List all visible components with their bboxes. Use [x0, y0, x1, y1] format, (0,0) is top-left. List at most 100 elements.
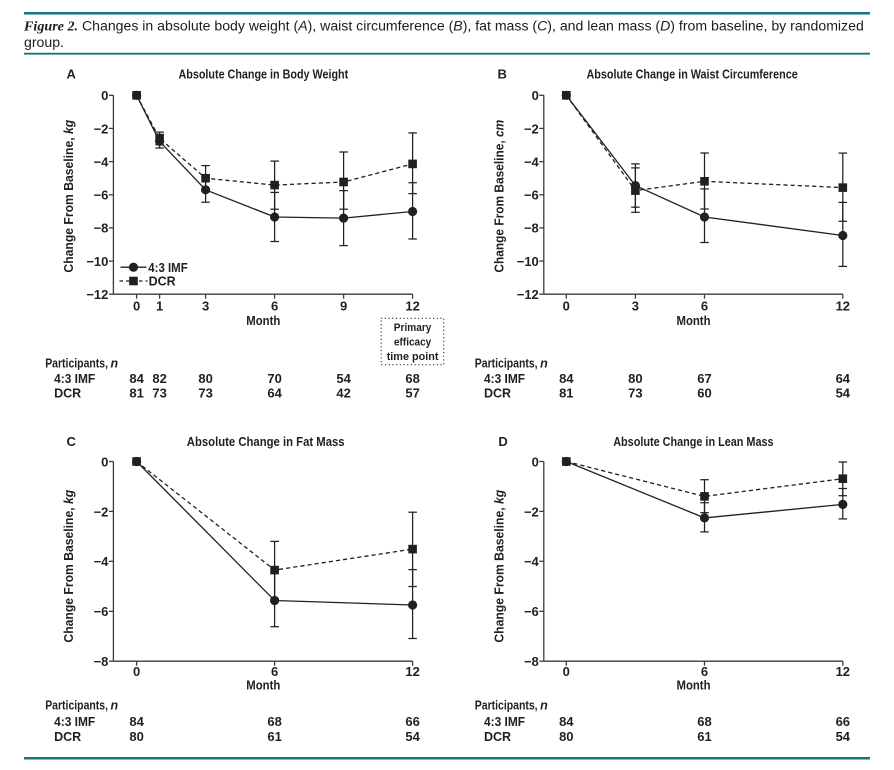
svg-text:84: 84	[559, 714, 574, 729]
svg-text:73: 73	[152, 386, 166, 401]
svg-text:−10: −10	[86, 254, 108, 269]
svg-text:6: 6	[271, 664, 278, 679]
svg-text:6: 6	[701, 664, 708, 679]
svg-text:DCR: DCR	[54, 730, 81, 744]
svg-text:84: 84	[129, 714, 144, 729]
svg-text:−4: −4	[94, 554, 110, 569]
svg-text:−4: −4	[94, 154, 110, 169]
svg-text:61: 61	[267, 729, 281, 744]
svg-text:4:3 IMF: 4:3 IMF	[484, 715, 525, 729]
svg-text:0: 0	[133, 298, 140, 313]
svg-text:81: 81	[129, 386, 143, 401]
svg-text:n: n	[111, 357, 119, 371]
svg-text:n: n	[540, 357, 548, 371]
svg-text:Participants,: Participants,	[45, 699, 108, 713]
svg-text:D: D	[498, 434, 507, 449]
svg-text:−4: −4	[524, 554, 540, 569]
svg-text:−12: −12	[517, 287, 539, 302]
svg-text:0: 0	[532, 88, 539, 103]
svg-text:4:3 IMF: 4:3 IMF	[484, 372, 525, 386]
svg-text:6: 6	[271, 298, 278, 313]
svg-text:0: 0	[563, 298, 570, 313]
svg-text:Month: Month	[677, 678, 711, 693]
svg-text:54: 54	[336, 371, 351, 386]
svg-text:DCR: DCR	[149, 274, 176, 288]
svg-text:73: 73	[198, 386, 212, 401]
svg-text:84: 84	[129, 371, 144, 386]
svg-text:12: 12	[836, 664, 850, 679]
svg-text:Month: Month	[677, 313, 711, 328]
svg-text:Change From Baseline, cm: Change From Baseline, cm	[492, 119, 507, 272]
svg-text:−6: −6	[94, 604, 109, 619]
svg-text:68: 68	[405, 371, 419, 386]
svg-text:Month: Month	[246, 313, 280, 328]
svg-text:−2: −2	[524, 504, 539, 519]
svg-text:1: 1	[156, 298, 163, 313]
svg-text:4:3 IMF: 4:3 IMF	[54, 715, 95, 729]
svg-text:0: 0	[532, 454, 539, 469]
svg-text:−8: −8	[94, 221, 109, 236]
svg-text:n: n	[111, 699, 119, 713]
svg-text:−4: −4	[524, 154, 540, 169]
svg-text:Absolute Change in Fat Mass: Absolute Change in Fat Mass	[187, 434, 345, 449]
svg-text:54: 54	[405, 729, 420, 744]
svg-text:68: 68	[267, 714, 281, 729]
svg-text:−2: −2	[94, 504, 109, 519]
svg-text:−8: −8	[524, 654, 539, 669]
svg-text:Absolute Change in Waist Circu: Absolute Change in Waist Circumference	[587, 67, 798, 82]
svg-text:73: 73	[628, 386, 642, 401]
svg-text:B: B	[498, 67, 507, 82]
svg-text:70: 70	[267, 371, 281, 386]
svg-text:66: 66	[836, 714, 850, 729]
svg-text:54: 54	[836, 729, 851, 744]
svg-text:4:3 IMF: 4:3 IMF	[148, 261, 188, 275]
svg-text:Change From Baseline, kg: Change From Baseline, kg	[492, 490, 507, 643]
svg-text:80: 80	[198, 371, 212, 386]
svg-text:−8: −8	[524, 221, 539, 236]
svg-text:DCR: DCR	[484, 387, 511, 401]
svg-text:DCR: DCR	[484, 730, 511, 744]
svg-text:Absolute Change in Body Weight: Absolute Change in Body Weight	[179, 67, 349, 82]
svg-text:−6: −6	[524, 188, 539, 203]
svg-text:Change From Baseline, kg: Change From Baseline, kg	[61, 490, 76, 643]
svg-text:3: 3	[632, 298, 639, 313]
svg-text:9: 9	[340, 298, 347, 313]
svg-text:−2: −2	[94, 121, 109, 136]
svg-text:group.: group.	[24, 34, 64, 50]
svg-text:Change From Baseline, kg: Change From Baseline, kg	[61, 120, 76, 273]
svg-text:−12: −12	[86, 287, 108, 302]
svg-text:67: 67	[697, 371, 711, 386]
svg-text:n: n	[540, 699, 548, 713]
svg-text:61: 61	[697, 729, 711, 744]
svg-text:A: A	[67, 67, 77, 82]
svg-text:64: 64	[267, 386, 282, 401]
svg-text:−8: −8	[94, 654, 109, 669]
svg-text:4:3 IMF: 4:3 IMF	[54, 372, 95, 386]
svg-text:0: 0	[101, 88, 108, 103]
svg-text:Participants,: Participants,	[475, 699, 538, 713]
svg-text:80: 80	[129, 729, 143, 744]
svg-text:0: 0	[563, 664, 570, 679]
svg-text:3: 3	[202, 298, 209, 313]
svg-text:−10: −10	[517, 254, 539, 269]
svg-text:81: 81	[559, 386, 573, 401]
svg-text:Month: Month	[246, 678, 280, 693]
svg-text:66: 66	[405, 714, 419, 729]
svg-text:−6: −6	[94, 188, 109, 203]
svg-text:12: 12	[405, 664, 419, 679]
svg-text:54: 54	[836, 386, 851, 401]
svg-text:Primary: Primary	[394, 322, 432, 334]
svg-text:82: 82	[152, 371, 166, 386]
svg-text:Participants,: Participants,	[45, 357, 108, 371]
svg-text:84: 84	[559, 371, 574, 386]
svg-text:68: 68	[697, 714, 711, 729]
svg-text:efficacy: efficacy	[394, 337, 432, 349]
svg-text:80: 80	[628, 371, 642, 386]
svg-text:6: 6	[701, 298, 708, 313]
svg-text:60: 60	[697, 386, 711, 401]
svg-text:64: 64	[836, 371, 851, 386]
svg-text:−2: −2	[524, 121, 539, 136]
svg-text:80: 80	[559, 729, 573, 744]
svg-text:−6: −6	[524, 604, 539, 619]
svg-text:time point: time point	[387, 351, 439, 363]
